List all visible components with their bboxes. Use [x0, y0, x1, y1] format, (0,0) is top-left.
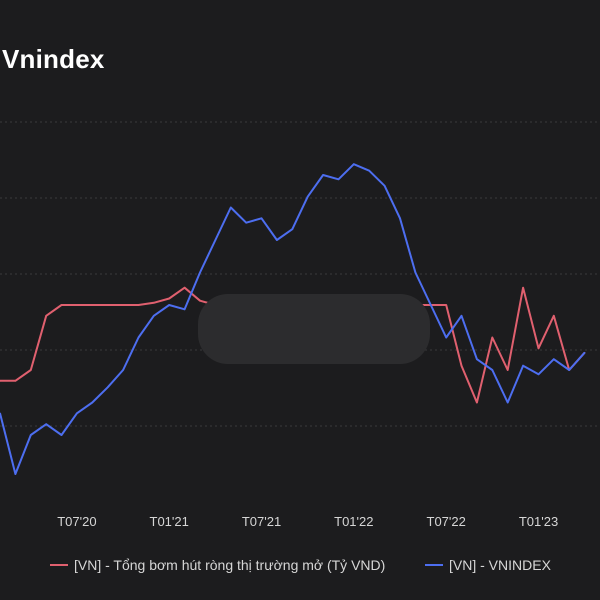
data-point	[183, 286, 186, 289]
data-point	[245, 221, 247, 224]
x-tick-label: T07'22	[427, 514, 466, 529]
data-point	[537, 373, 540, 376]
data-point	[153, 315, 155, 317]
data-point	[60, 434, 63, 436]
data-point	[306, 195, 309, 198]
data-point	[60, 304, 63, 306]
data-point	[91, 304, 94, 306]
data-point	[337, 178, 340, 181]
data-point	[168, 297, 170, 300]
data-point	[476, 358, 478, 361]
data-point	[214, 239, 217, 241]
x-axis-ticks: T07'20 T01'21 T07'21 T01'22 T07'22 T01'23	[57, 514, 558, 529]
data-point	[460, 315, 463, 317]
data-point	[91, 401, 94, 404]
data-point	[137, 336, 140, 339]
data-point	[0, 412, 1, 415]
data-point	[199, 271, 201, 274]
data-point	[199, 299, 201, 302]
data-point	[537, 347, 540, 350]
legend-label: [VN] - VNINDEX	[449, 557, 552, 573]
data-point	[260, 217, 263, 220]
data-point	[491, 336, 494, 339]
x-tick-label: T07'21	[242, 514, 281, 529]
data-point	[45, 423, 47, 426]
data-point	[353, 163, 355, 165]
data-point	[553, 358, 555, 361]
data-point	[506, 369, 509, 371]
data-point	[122, 369, 124, 371]
data-point	[76, 412, 78, 415]
x-tick-label: T07'20	[57, 514, 96, 529]
x-tick-label: T01'21	[150, 514, 189, 529]
data-point	[106, 386, 109, 389]
data-point	[0, 380, 1, 382]
data-point	[276, 239, 278, 241]
data-point	[153, 302, 155, 304]
data-point	[553, 315, 555, 317]
data-point	[506, 401, 509, 404]
data-point	[430, 304, 432, 306]
data-point	[168, 304, 170, 306]
x-tick-label: T01'22	[334, 514, 373, 529]
x-tick-label: T01'23	[519, 514, 558, 529]
data-point	[137, 304, 140, 306]
data-point	[583, 351, 586, 354]
data-point	[30, 369, 32, 371]
data-point	[414, 271, 417, 274]
data-point	[14, 380, 17, 382]
legend: [VN] - Tổng bơm hút ròng thị trường mở (…	[50, 557, 552, 573]
data-point	[122, 304, 124, 306]
data-point	[568, 369, 570, 371]
data-point	[445, 304, 448, 306]
data-point	[183, 308, 186, 311]
data-point	[460, 364, 463, 367]
data-point	[291, 228, 294, 230]
data-point	[30, 434, 32, 436]
redaction-blob	[198, 294, 430, 364]
grid-lines	[0, 121, 600, 427]
data-point	[522, 286, 524, 289]
data-point	[399, 217, 401, 220]
data-point	[368, 169, 371, 172]
chart-title: Vnindex	[2, 44, 105, 74]
data-point	[45, 315, 47, 317]
data-point	[322, 174, 324, 176]
data-point	[76, 304, 78, 306]
data-point	[445, 336, 448, 339]
data-point	[383, 185, 386, 187]
data-point	[230, 206, 232, 209]
data-point	[522, 364, 524, 367]
data-point	[476, 401, 478, 404]
data-point	[106, 304, 109, 306]
legend-label: [VN] - Tổng bơm hút ròng thị trường mở (…	[74, 557, 385, 573]
data-point	[491, 369, 494, 371]
data-point	[14, 473, 17, 475]
